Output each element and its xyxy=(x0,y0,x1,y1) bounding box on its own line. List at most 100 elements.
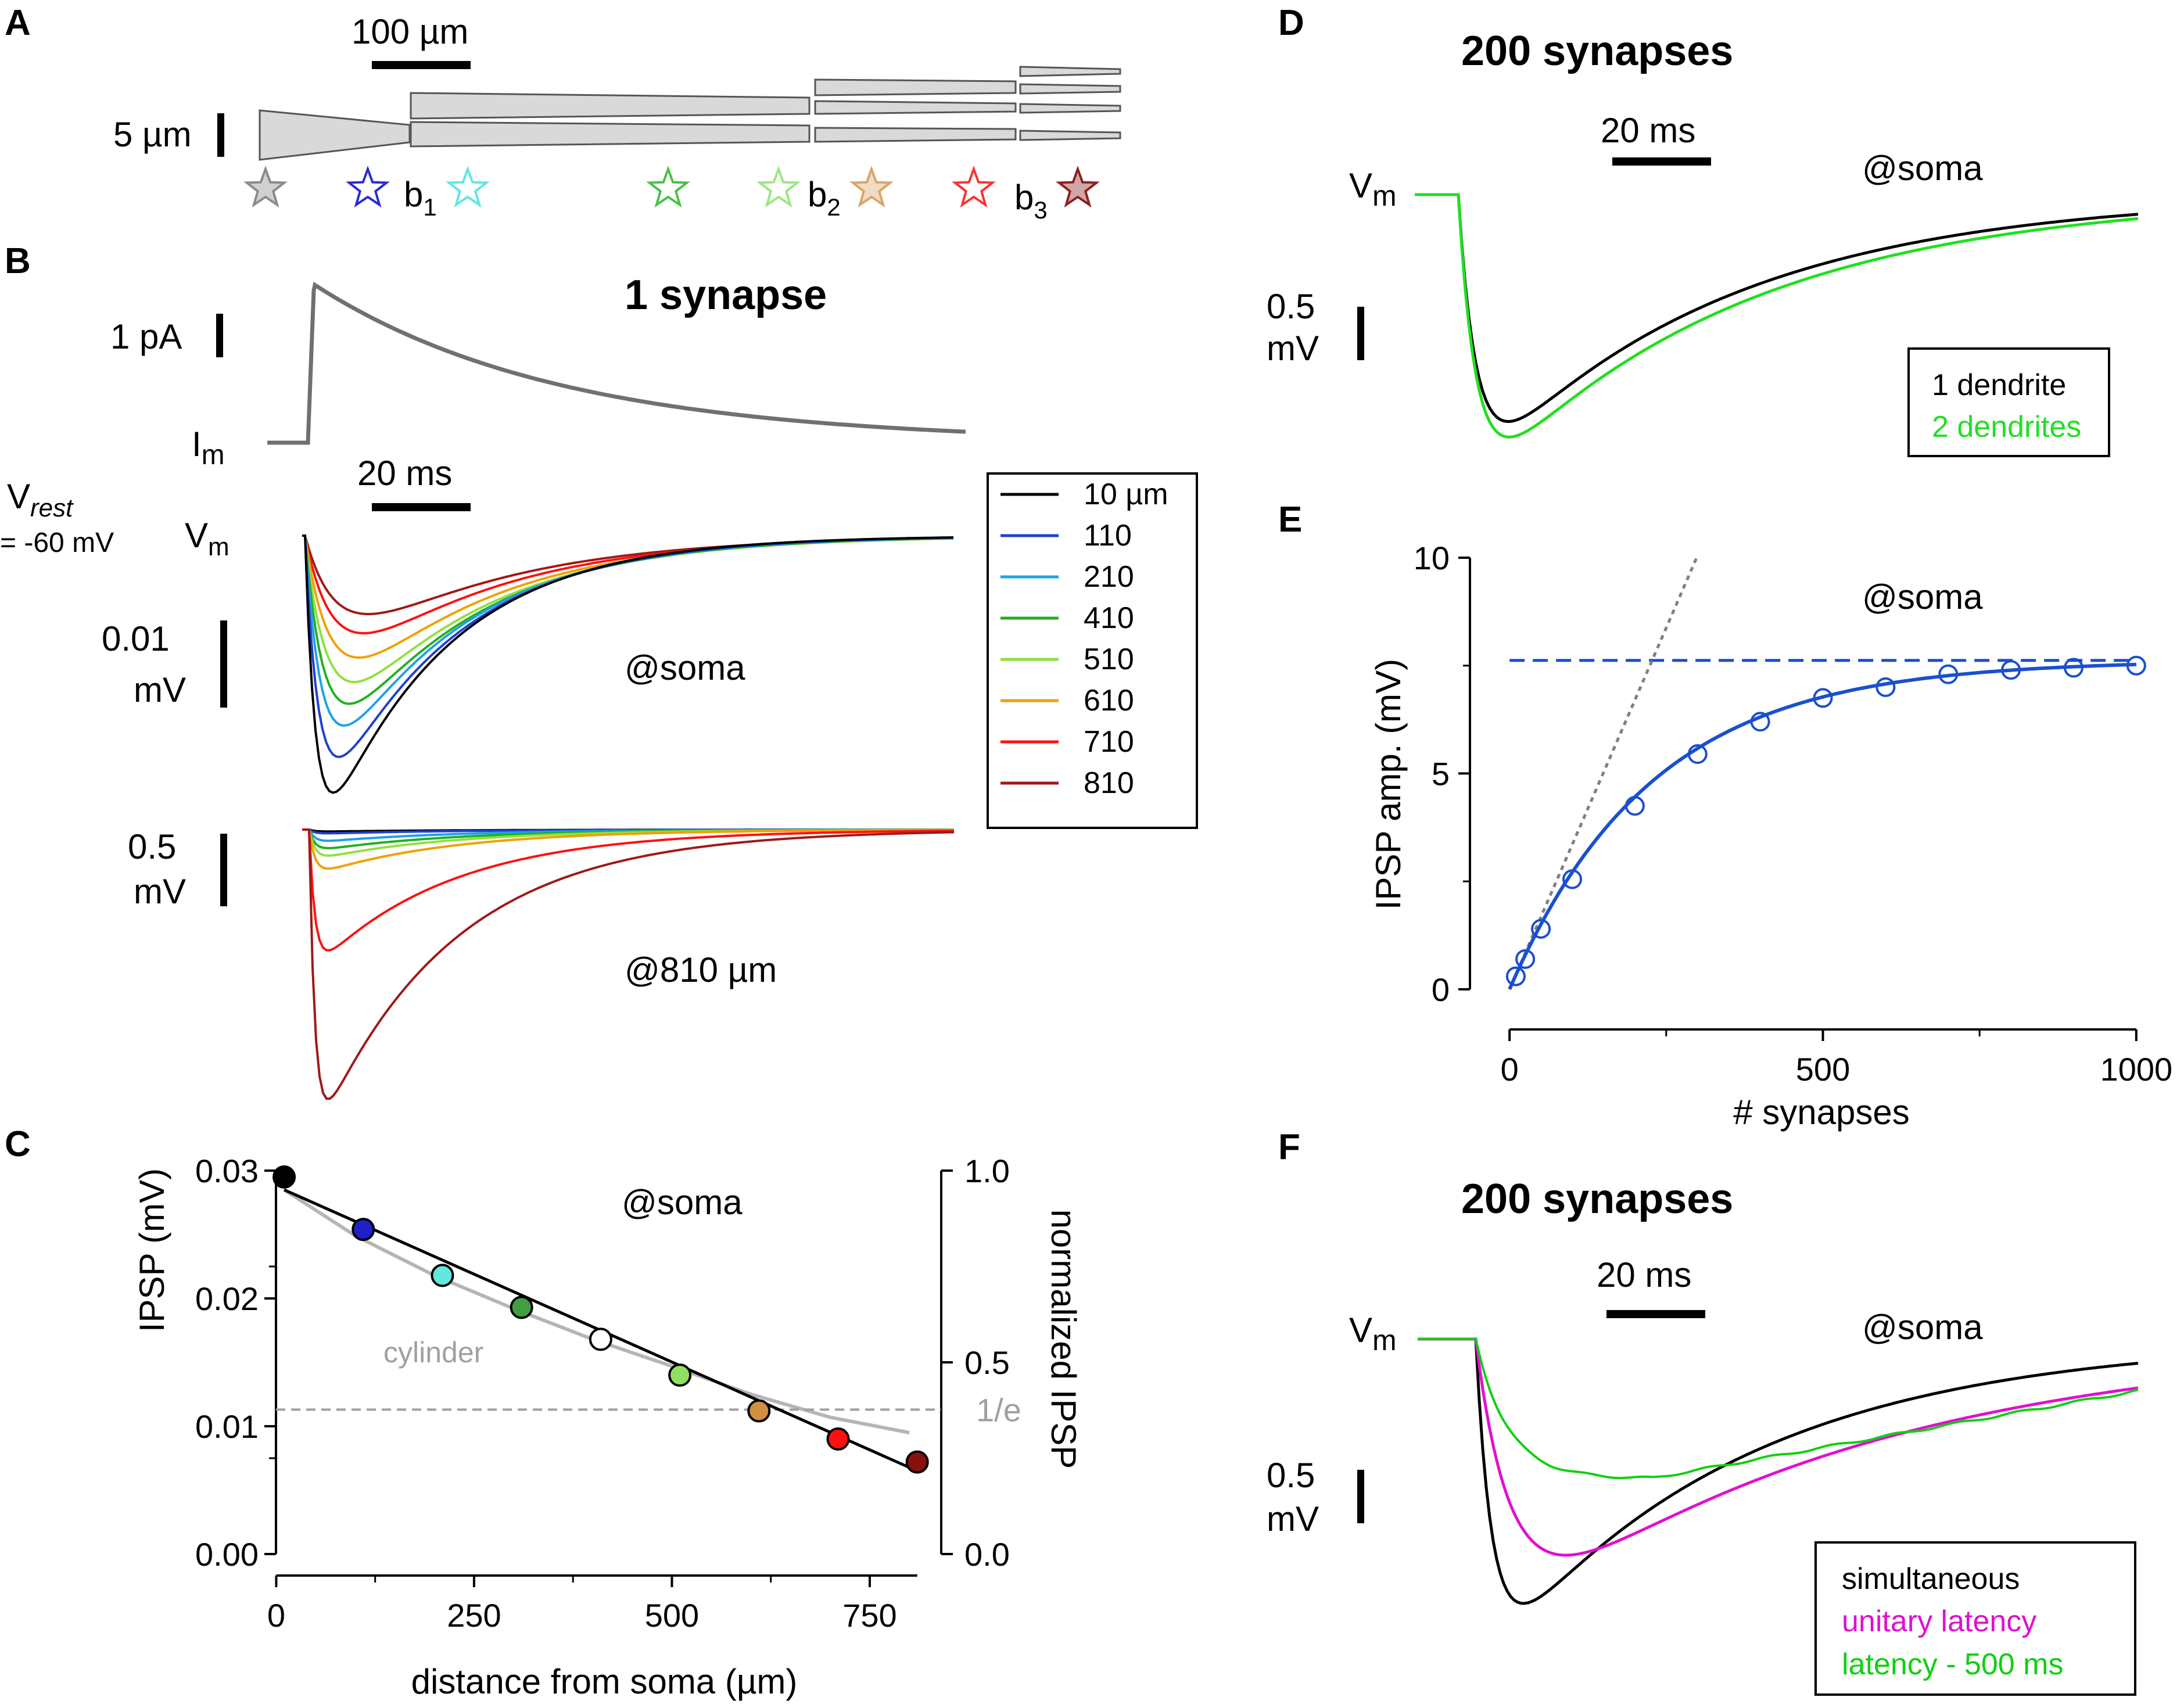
legend-entry: 10 µm xyxy=(1084,478,1168,511)
distal-trace xyxy=(302,828,955,870)
panel-e-ylabel: IPSP amp. (mV) xyxy=(1369,659,1408,910)
branch-label-b3: b3 xyxy=(1014,178,1048,224)
c-ytick-label: 0.03 xyxy=(195,1153,259,1189)
c-ytick-label: 0.01 xyxy=(195,1408,259,1445)
soma-site-label: @soma xyxy=(625,648,745,687)
panel-c-points xyxy=(272,1165,929,1474)
c-data-point xyxy=(747,1399,771,1423)
soma-trace xyxy=(302,534,954,616)
legend-simultaneous: simultaneous xyxy=(1842,1562,2020,1596)
b3-branch-3 xyxy=(1019,103,1121,114)
c-ytick-label: 0.02 xyxy=(195,1280,259,1317)
branch-label-b1: b1 xyxy=(404,175,437,221)
b2-branch-1 xyxy=(814,78,1017,96)
one-over-e-label: 1/e xyxy=(976,1391,1021,1428)
synapse-location-stars xyxy=(243,166,1100,208)
c-y2tick-label: 0.0 xyxy=(964,1536,1010,1573)
e-data-point xyxy=(1938,664,1959,684)
d-trace xyxy=(1415,193,2139,424)
panel-c-y2label: normalized IPSP xyxy=(1044,1210,1083,1469)
soma-v-scale-top: 0.01 xyxy=(102,619,170,658)
c-xtick-label: 500 xyxy=(645,1597,699,1634)
star-marker xyxy=(1056,166,1100,208)
c-data-point xyxy=(826,1427,850,1451)
panel-label-d: D xyxy=(1278,3,1304,43)
panel-f-site-label: @soma xyxy=(1862,1308,1983,1347)
synaptic-current-trace xyxy=(267,281,966,445)
soma-trace xyxy=(302,534,954,794)
panel-c-xlabel: distance from soma (µm) xyxy=(411,1662,798,1701)
panel-d-legend xyxy=(1907,347,2110,457)
e-data-point xyxy=(1505,966,1526,986)
panel-e-xlabel: # synapses xyxy=(1733,1093,1910,1132)
soma-v-scale-bottom: mV xyxy=(134,670,186,709)
current-trace-label: Im xyxy=(192,425,225,471)
star-marker xyxy=(646,166,690,208)
vm-label-f: Vm xyxy=(1349,1311,1397,1357)
distance-legend-entries: 10 µm 110 210 410 510 610 710 810 xyxy=(1000,478,1168,800)
legend-1-dendrite: 1 dendrite xyxy=(1932,368,2066,402)
legend-entry: 110 xyxy=(1084,519,1132,552)
panel-f-legend xyxy=(1814,1541,2136,1696)
b2-branch-2 xyxy=(814,100,1017,115)
legend-2-dendrites: 2 dendrites xyxy=(1932,410,2081,444)
star-marker xyxy=(952,166,996,208)
e-data-point xyxy=(2001,660,2021,680)
c-xtick-label: 250 xyxy=(447,1597,501,1634)
c-data-point xyxy=(272,1165,296,1189)
panel-c-site-label: @soma xyxy=(622,1183,743,1222)
soma-taper xyxy=(259,109,411,161)
panel-label-c: C xyxy=(5,1124,31,1164)
e-data-point xyxy=(1687,744,1708,764)
c-xtick-label: 750 xyxy=(842,1597,896,1634)
e-data-point xyxy=(1813,688,1833,708)
distal-trace xyxy=(302,828,955,1100)
c-data-point xyxy=(431,1264,454,1287)
b3-branch-2 xyxy=(1019,83,1121,95)
panel-c: @soma 0.00 0.01 0.02 0.03 0.0 0.5 1.0 0 250 500 75… xyxy=(132,1153,1083,1701)
panel-a: 100 µm 5 µm b1 b2 b3 xyxy=(113,12,1121,224)
distal-site-label: @810 µm xyxy=(625,950,777,989)
e-data-point xyxy=(1624,796,1645,816)
scale-label-5um: 5 µm xyxy=(113,115,192,154)
soma-traces xyxy=(302,534,954,794)
e-xtick-label: 0 xyxy=(1501,1051,1519,1088)
panel-d-site-label: @soma xyxy=(1862,149,1983,188)
d-trace xyxy=(1415,193,2139,439)
panel-b-title: 1 synapse xyxy=(625,272,827,318)
vm-label-b: Vm xyxy=(185,516,229,561)
vrest-value: = -60 mV xyxy=(0,528,114,558)
e-xtick-label: 500 xyxy=(1796,1051,1850,1088)
legend-latency-500ms: latency - 500 ms xyxy=(1842,1648,2064,1681)
c-data-point xyxy=(510,1296,533,1319)
soma-trace xyxy=(302,534,954,758)
e-data-point xyxy=(1562,869,1583,889)
e-ytick-label: 5 xyxy=(1432,755,1450,792)
f-trace-latency-500ms xyxy=(1418,1338,2139,1480)
c-data-point xyxy=(589,1327,612,1351)
star-marker xyxy=(446,166,490,208)
time-scale-label-b: 20 ms xyxy=(357,454,452,493)
b2-branch-3 xyxy=(814,127,1017,143)
e-xtick-label: 1000 xyxy=(2100,1051,2173,1088)
v-scale-top-f: 0.5 xyxy=(1267,1456,1315,1495)
panel-label-f: F xyxy=(1278,1127,1300,1167)
star-marker xyxy=(243,166,288,208)
cylinder-curve xyxy=(283,1188,910,1434)
c-data-point xyxy=(668,1363,692,1387)
e-data-point xyxy=(1531,918,1551,939)
panel-e-site-label: @soma xyxy=(1862,577,1983,616)
c-ytick-label: 0.00 xyxy=(195,1536,259,1573)
soma-trace xyxy=(302,534,954,659)
panel-label-a: A xyxy=(5,3,31,43)
legend-unitary-latency: unitary latency xyxy=(1842,1605,2036,1638)
panel-f-traces xyxy=(1418,1337,2139,1605)
b1-branch-bottom xyxy=(410,121,811,148)
c-y2tick-label: 0.5 xyxy=(964,1344,1010,1381)
b3-branch-4 xyxy=(1019,130,1121,141)
v-scale-top-d: 0.5 xyxy=(1267,287,1315,326)
exponential-fit-curve xyxy=(1508,662,2136,991)
panel-d-title: 200 synapses xyxy=(1461,28,1733,74)
legend-entry: 610 xyxy=(1084,684,1134,717)
